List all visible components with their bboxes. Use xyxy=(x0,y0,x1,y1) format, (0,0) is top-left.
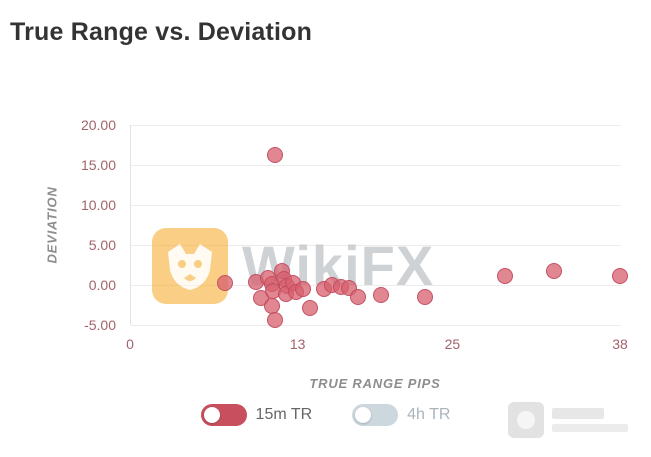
chart-legend: 15m TR 4h TR xyxy=(0,404,651,426)
y-tick-label: 0.00 xyxy=(88,277,116,293)
scatter-point[interactable] xyxy=(267,147,284,164)
toggle-knob xyxy=(355,407,372,423)
gridline xyxy=(131,165,621,166)
scatter-point[interactable] xyxy=(349,289,366,305)
x-axis-title: TRUE RANGE PIPS xyxy=(309,376,441,391)
legend-label-4h-tr[interactable]: 4h TR xyxy=(407,406,451,423)
gridline xyxy=(131,205,621,206)
scatter-point[interactable] xyxy=(496,268,513,285)
toggle-knob xyxy=(203,407,220,423)
y-tick-label: 20.00 xyxy=(80,117,116,133)
scatter-point[interactable] xyxy=(217,274,234,291)
scatter-point[interactable] xyxy=(267,312,284,329)
y-tick-label: 5.00 xyxy=(88,237,116,253)
legend-item-4h-tr[interactable]: 4h TR xyxy=(352,404,450,426)
plot-area xyxy=(130,125,628,329)
x-tick-label: 13 xyxy=(289,336,306,352)
legend-item-15m-tr[interactable]: 15m TR xyxy=(200,404,313,426)
legend-label-15m-tr[interactable]: 15m TR xyxy=(255,406,313,423)
gridline xyxy=(131,285,621,286)
y-tick-label: 10.00 xyxy=(80,197,116,213)
gridline xyxy=(131,325,621,326)
scatter-point[interactable] xyxy=(294,281,311,297)
x-axis-ticks: 0 13 25 38 xyxy=(126,336,628,356)
y-axis-title: DEVIATION xyxy=(44,186,60,264)
x-tick-label: 25 xyxy=(444,336,461,352)
gridline xyxy=(131,125,621,126)
scatter-point[interactable] xyxy=(373,286,390,303)
gridline xyxy=(131,245,621,246)
toggle-15m-tr[interactable] xyxy=(200,404,247,426)
y-axis-ticks: 20.00 15.00 10.00 5.00 0.00 -5.00 xyxy=(60,117,124,333)
y-tick-label: -5.00 xyxy=(84,317,116,333)
y-tick-label: 15.00 xyxy=(80,157,116,173)
page-title: True Range vs. Deviation xyxy=(10,18,313,46)
x-tick-label: 0 xyxy=(126,336,134,352)
scatter-point[interactable] xyxy=(302,300,319,317)
scatter-point[interactable] xyxy=(417,289,433,305)
scatter-point[interactable] xyxy=(611,268,628,285)
scatter-point[interactable] xyxy=(545,263,562,280)
x-tick-label: 38 xyxy=(612,336,628,352)
toggle-4h-tr[interactable] xyxy=(352,404,399,426)
